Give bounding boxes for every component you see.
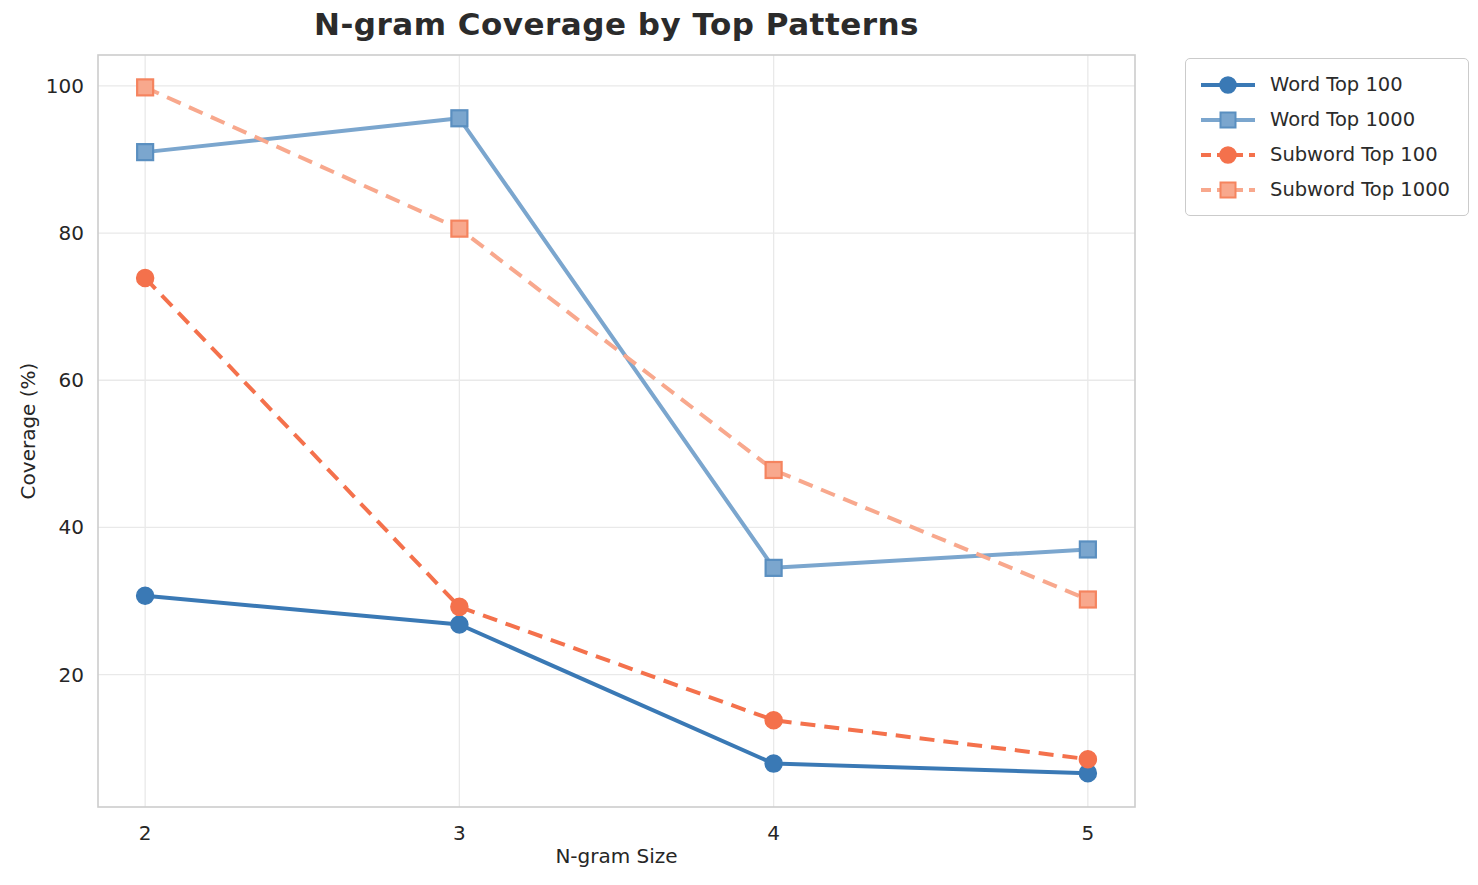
legend: Word Top 100 Word Top 1000 Subword Top 1… — [1185, 58, 1469, 216]
legend-label: Subword Top 100 — [1270, 143, 1438, 166]
x-axis-label: N-gram Size — [98, 844, 1135, 868]
legend-item: Word Top 100 — [1198, 69, 1450, 100]
legend-label: Word Top 1000 — [1270, 108, 1415, 131]
legend-line-sample — [1198, 143, 1258, 167]
data-point-marker — [137, 79, 153, 95]
legend-line-sample — [1198, 73, 1258, 97]
x-tick-label: 3 — [453, 821, 466, 845]
legend-item: Subword Top 1000 — [1198, 174, 1450, 205]
legend-sample-marker — [1220, 77, 1236, 93]
series-line — [145, 278, 1088, 759]
y-tick-label: 40 — [59, 515, 84, 539]
legend-line-sample — [1198, 108, 1258, 132]
data-point-marker — [766, 462, 782, 478]
data-point-marker — [451, 598, 468, 615]
series-line — [145, 118, 1088, 568]
chart-figure: N-gram Coverage by Top Patterns 20406080… — [0, 0, 1478, 885]
x-tick-label: 4 — [767, 821, 780, 845]
legend-line-sample — [1198, 178, 1258, 202]
data-point-marker — [1080, 592, 1096, 608]
legend-sample-marker — [1221, 182, 1236, 197]
data-point-marker — [1080, 541, 1096, 557]
data-point-marker — [1079, 751, 1096, 768]
legend-item: Subword Top 100 — [1198, 139, 1450, 170]
data-point-marker — [451, 221, 467, 237]
data-point-marker — [766, 560, 782, 576]
y-axis-label: Coverage (%) — [16, 363, 40, 500]
data-point-marker — [137, 587, 154, 604]
y-tick-label: 100 — [46, 74, 84, 98]
data-point-marker — [765, 712, 782, 729]
legend-label: Word Top 100 — [1270, 73, 1403, 96]
data-point-marker — [765, 755, 782, 772]
data-point-marker — [137, 269, 154, 286]
y-tick-label: 80 — [59, 221, 84, 245]
y-tick-label: 60 — [59, 368, 84, 392]
x-tick-label: 2 — [139, 821, 152, 845]
y-tick-label: 20 — [59, 663, 84, 687]
x-tick-label: 5 — [1081, 821, 1094, 845]
data-point-marker — [451, 616, 468, 633]
legend-item: Word Top 1000 — [1198, 104, 1450, 135]
legend-sample-marker — [1221, 112, 1236, 127]
data-point-marker — [451, 110, 467, 126]
data-point-marker — [137, 144, 153, 160]
legend-label: Subword Top 1000 — [1270, 178, 1450, 201]
series-line — [145, 596, 1088, 773]
legend-sample-marker — [1220, 147, 1236, 163]
